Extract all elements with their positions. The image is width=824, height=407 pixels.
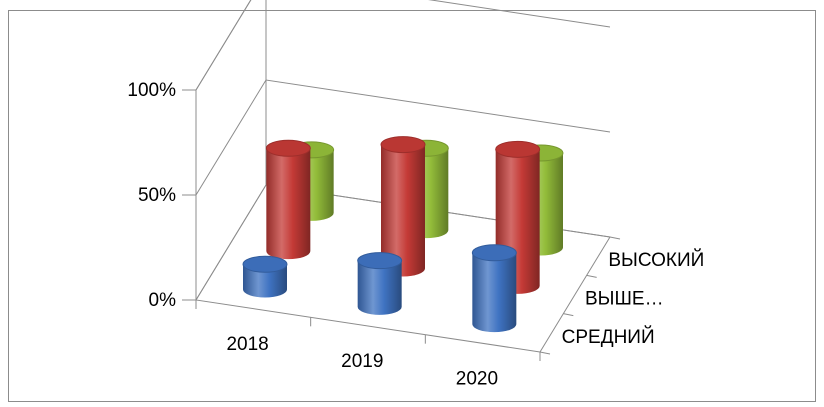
y-tick-label: 100% — [127, 80, 176, 101]
z-tick-mark — [563, 313, 574, 317]
cylinder-top — [357, 252, 403, 270]
cylinder-top — [242, 255, 288, 273]
cylinder-bar — [380, 136, 426, 277]
cylinder-top — [265, 139, 311, 157]
x-tick-label: 2020 — [456, 368, 498, 389]
gridline — [195, 0, 611, 91]
z-tick-mark — [609, 236, 621, 240]
cylinder-bar — [242, 255, 288, 298]
cylinder-top — [380, 136, 426, 154]
z-tick-mark — [586, 274, 597, 278]
cylinder-top — [471, 244, 517, 262]
gridline — [195, 184, 611, 301]
y-tick-label: 50% — [138, 185, 176, 206]
cylinder-bar — [265, 139, 311, 260]
x-tick-label: 2019 — [341, 351, 383, 372]
series-axis-label: СРЕДНИЙ — [562, 326, 655, 348]
z-tick-mark — [539, 351, 551, 355]
side-wall-top — [195, 0, 252, 91]
series-axis-label: ВЫСОКИЙ — [608, 249, 704, 271]
cylinder-body — [266, 148, 311, 260]
cylinder-bar — [357, 252, 403, 315]
cylinder-body — [381, 144, 425, 277]
x-tick-label: 2018 — [226, 334, 268, 355]
y-tick-label: 0% — [149, 290, 177, 311]
series-axis-label: ВЫШЕ… — [585, 289, 664, 310]
cylinder-body — [243, 264, 287, 298]
cylinder-body — [472, 252, 517, 333]
cylinder-bar — [471, 244, 517, 333]
cylinder-body — [357, 260, 402, 315]
gridline — [195, 79, 611, 196]
cylinder-top — [495, 140, 541, 158]
